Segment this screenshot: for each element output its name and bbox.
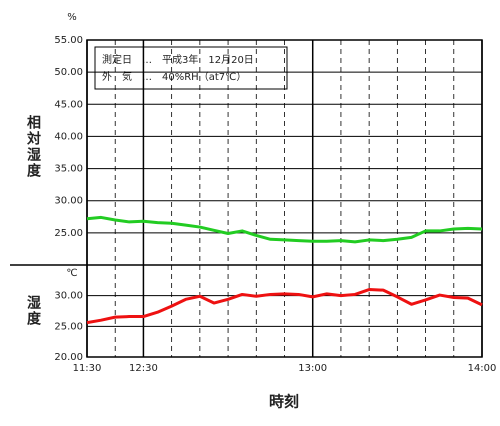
y-tick-label: 25.00 (54, 321, 83, 332)
y-unit: ℃ (66, 268, 77, 279)
data-line (86, 288, 483, 325)
info-box (94, 46, 288, 90)
y-tick-label: 30.00 (54, 196, 83, 207)
y-tick-label: 20.00 (54, 352, 83, 363)
info-line: 測定日 … 平成3年 12月20日 (102, 53, 254, 66)
y-tick-label: 55.00 (54, 35, 83, 46)
y-axis-title: 湿度 (25, 295, 41, 327)
y-tick-label: 45.00 (54, 99, 83, 110)
x-tick-label: 12:30 (129, 363, 158, 374)
y-tick-label: 40.00 (54, 131, 83, 142)
y-axis-title: 相対湿度 (25, 114, 42, 179)
y-tick-label: 50.00 (54, 67, 83, 78)
y-tick-label: 30.00 (54, 291, 83, 302)
info-line: 外 気 … 40%RH（at7℃） (102, 70, 246, 83)
y-tick-label: 25.00 (54, 228, 83, 239)
y-tick-label: 35.00 (54, 164, 83, 175)
x-tick-label: 11:30 (73, 363, 102, 374)
x-tick-label: 13:00 (298, 363, 327, 374)
x-tick-label: 14:00 (468, 363, 497, 374)
y-unit: % (67, 12, 77, 23)
x-axis-title: 時刻 (269, 393, 299, 411)
data-line (86, 215, 483, 244)
